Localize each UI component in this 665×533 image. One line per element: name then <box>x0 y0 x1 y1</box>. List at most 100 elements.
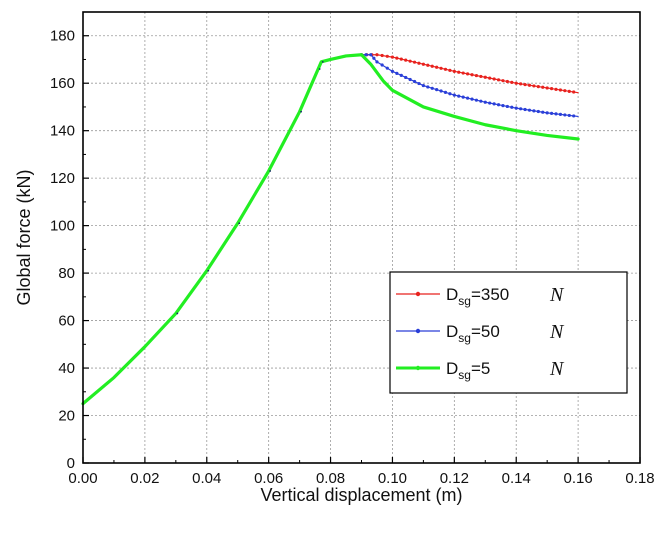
trace-point <box>176 312 179 315</box>
series-point <box>470 97 474 101</box>
series-point <box>430 86 434 90</box>
y-tick-label: 180 <box>50 28 75 45</box>
y-tick-label: 0 <box>67 455 75 472</box>
legend-marker <box>415 328 421 334</box>
series-point <box>501 79 505 83</box>
series-point <box>545 111 549 115</box>
series-point <box>474 73 479 78</box>
series-point <box>364 53 368 57</box>
series-point <box>439 66 443 70</box>
series-point <box>399 57 403 61</box>
series-point <box>488 76 492 80</box>
y-tick-label: 120 <box>50 170 75 187</box>
x-tick-label: 0.06 <box>254 470 283 487</box>
series-point <box>567 89 571 93</box>
series-markers-2 <box>359 53 576 118</box>
series-point <box>457 94 461 98</box>
series-point <box>541 85 545 89</box>
series-point <box>567 113 571 118</box>
series-point <box>417 61 421 65</box>
series-point <box>474 98 479 102</box>
series-point <box>519 107 523 111</box>
series-point <box>385 66 389 70</box>
series-point <box>532 109 536 113</box>
series-point <box>492 77 496 81</box>
series-point <box>380 53 384 58</box>
x-tick-label: 0.16 <box>564 470 593 487</box>
series-point <box>527 108 532 112</box>
series-point <box>426 85 430 89</box>
legend-unit: N <box>549 321 565 343</box>
series-point <box>385 54 389 58</box>
series-point <box>492 102 496 106</box>
series-point <box>404 75 408 80</box>
series-point <box>390 55 395 59</box>
legend-label: Dsg=350 <box>446 285 509 308</box>
series-point <box>408 77 412 82</box>
y-tick-label: 160 <box>50 75 75 92</box>
series-point <box>461 95 465 99</box>
series-point <box>479 74 483 79</box>
trace-point <box>318 68 321 70</box>
y-tick-label: 80 <box>58 265 75 282</box>
series-point <box>412 79 417 84</box>
y-tick-label: 60 <box>58 313 75 330</box>
series-point <box>452 69 456 73</box>
series-point <box>563 113 567 117</box>
series-point <box>443 90 448 94</box>
legend-label: Dsg=5 <box>446 359 490 382</box>
series-point <box>395 71 399 75</box>
series-point <box>536 109 540 114</box>
series-point <box>439 89 443 93</box>
series-point <box>435 65 439 69</box>
series-point <box>532 84 536 88</box>
x-tick-label: 0.10 <box>378 470 407 487</box>
trace-point <box>269 170 272 172</box>
series-point <box>426 63 430 67</box>
legend-unit: N <box>549 358 565 380</box>
series-point <box>514 106 518 110</box>
series-point <box>541 110 545 114</box>
series-point <box>448 68 452 72</box>
series-point <box>457 70 461 74</box>
trace-point <box>238 222 241 225</box>
series-point <box>408 59 412 63</box>
x-axis-title: Vertical displacement (m) <box>260 485 462 505</box>
series-point <box>417 81 421 86</box>
legend-box <box>389 271 628 394</box>
series-point <box>375 53 379 57</box>
series-point <box>465 72 470 76</box>
series-point <box>483 75 487 79</box>
legend-unit: N <box>549 284 565 306</box>
series-point <box>488 101 492 105</box>
series-point <box>443 67 448 71</box>
series-point <box>549 111 554 115</box>
series-point <box>369 53 373 57</box>
series-point <box>536 85 540 89</box>
y-axis-title: Global force (kN) <box>14 169 34 305</box>
series-point <box>523 107 527 112</box>
x-tick-label: 0.12 <box>440 470 469 487</box>
series-point <box>519 82 523 86</box>
trace-point <box>300 110 303 113</box>
series-point <box>399 73 403 78</box>
series-point <box>496 103 501 107</box>
series-point <box>395 56 399 60</box>
series-trace-dots <box>176 60 324 315</box>
series-point <box>510 80 514 84</box>
series-point <box>558 112 563 117</box>
series-point <box>549 87 554 91</box>
series-point <box>448 92 452 96</box>
series-point <box>496 78 501 82</box>
series-point <box>479 99 483 103</box>
series-point <box>483 100 487 104</box>
series-point <box>505 104 509 109</box>
x-tick-label: 0.04 <box>192 470 221 487</box>
series-point <box>505 79 509 84</box>
series-point <box>404 58 408 62</box>
trace-point <box>207 269 210 272</box>
x-tick-label: 0.00 <box>68 470 97 487</box>
x-tick-label: 0.08 <box>316 470 345 487</box>
